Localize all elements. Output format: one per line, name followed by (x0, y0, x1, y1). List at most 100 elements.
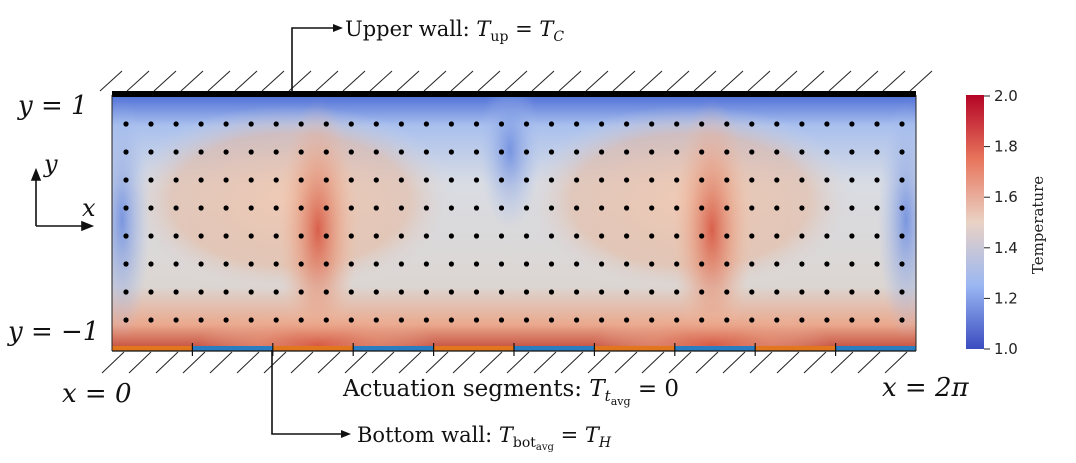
hatch-mark (776, 351, 800, 374)
hatch-mark (423, 70, 447, 92)
probe-point (649, 121, 655, 127)
probe-point (348, 317, 354, 323)
probe-point (749, 121, 755, 127)
probe-point (273, 177, 279, 183)
axis-y-label: y (43, 150, 58, 178)
probe-point (624, 261, 630, 267)
probe-point (849, 149, 855, 155)
probe-point (724, 317, 730, 323)
probe-point (899, 233, 905, 239)
probe-point (398, 233, 404, 239)
hatch-mark (236, 351, 260, 374)
probe-point (599, 233, 605, 239)
probe-point (123, 317, 129, 323)
probe-point (298, 261, 304, 267)
probe-point (248, 289, 254, 295)
probe-point (824, 149, 830, 155)
hatch-mark (882, 70, 906, 92)
probe-point (749, 205, 755, 211)
x-left-label: x = 0 (62, 379, 132, 409)
probe-point (248, 177, 254, 183)
hatch-mark (425, 351, 449, 374)
hatch-mark (612, 70, 636, 92)
probe-point (323, 289, 329, 295)
probe-point (473, 121, 480, 127)
probe-point (749, 233, 755, 239)
hatch-mark (155, 351, 179, 374)
probe-point (373, 261, 379, 267)
colorbar-tick-label: 2.0 (994, 87, 1018, 105)
probe-point (624, 177, 630, 183)
probe-point (624, 205, 630, 211)
hatch-mark (855, 70, 879, 92)
probe-point (148, 261, 154, 267)
probe-point (148, 233, 154, 239)
hatch-mark (693, 70, 717, 92)
temperature-field (112, 95, 916, 350)
probe-point (198, 317, 204, 323)
probe-point (548, 177, 555, 183)
probe-point (398, 149, 404, 155)
probe-point (574, 233, 580, 239)
probe-point (849, 289, 855, 295)
probe-point (749, 317, 755, 323)
hatch-mark (828, 70, 852, 92)
axis-indicator (30, 167, 95, 232)
probe-point (674, 149, 680, 155)
probe-point (774, 261, 780, 267)
probe-point (298, 233, 304, 239)
probe-point (574, 205, 580, 211)
probe-point (749, 261, 755, 267)
probe-point (398, 317, 404, 323)
probe-point (574, 149, 580, 155)
probe-point (348, 149, 354, 155)
probe-point (448, 261, 454, 267)
probe-point (724, 149, 730, 155)
hatch-mark (560, 351, 584, 374)
probe-point (674, 289, 680, 295)
hatch-mark (182, 351, 206, 374)
probe-point (599, 289, 605, 295)
actuation-segment (112, 346, 193, 351)
actuation-segment (514, 346, 595, 351)
probe-point (223, 317, 229, 323)
probe-point (173, 289, 179, 295)
probe-point (523, 289, 530, 295)
probe-point (473, 205, 480, 211)
probe-point (799, 205, 805, 211)
probe-point (123, 233, 129, 239)
upper-wall-hatching (99, 70, 933, 92)
probe-point (448, 233, 454, 239)
probe-point (173, 177, 179, 183)
colorbar: 2.0 1.8 1.6 1.4 1.2 1.0 Temperature (966, 87, 1047, 358)
probe-point (724, 205, 730, 211)
y-bottom-label: y = −1 (7, 317, 99, 347)
probe-point (574, 121, 580, 127)
probe-point (223, 289, 229, 295)
probe-point (448, 205, 454, 211)
probe-point (223, 177, 229, 183)
probe-point (373, 121, 379, 127)
probe-point (248, 233, 254, 239)
hatch-mark (207, 70, 231, 92)
probe-point (373, 177, 379, 183)
upper-wall (112, 91, 916, 97)
probe-point (298, 121, 304, 127)
probe-point (473, 177, 480, 183)
probe-point (498, 289, 505, 295)
hatch-mark (587, 351, 611, 374)
probe-point (123, 121, 129, 127)
probe-point (824, 261, 830, 267)
hatch-mark (506, 351, 530, 374)
probe-point (398, 261, 404, 267)
actuation-segment (594, 346, 675, 351)
hatch-mark (371, 351, 395, 374)
probe-point (899, 177, 905, 183)
probe-point (774, 177, 780, 183)
probe-point (624, 289, 630, 295)
probe-point (624, 233, 630, 239)
probe-point (198, 205, 204, 211)
probe-point (548, 289, 555, 295)
probe-point (574, 289, 580, 295)
probe-point (899, 149, 905, 155)
